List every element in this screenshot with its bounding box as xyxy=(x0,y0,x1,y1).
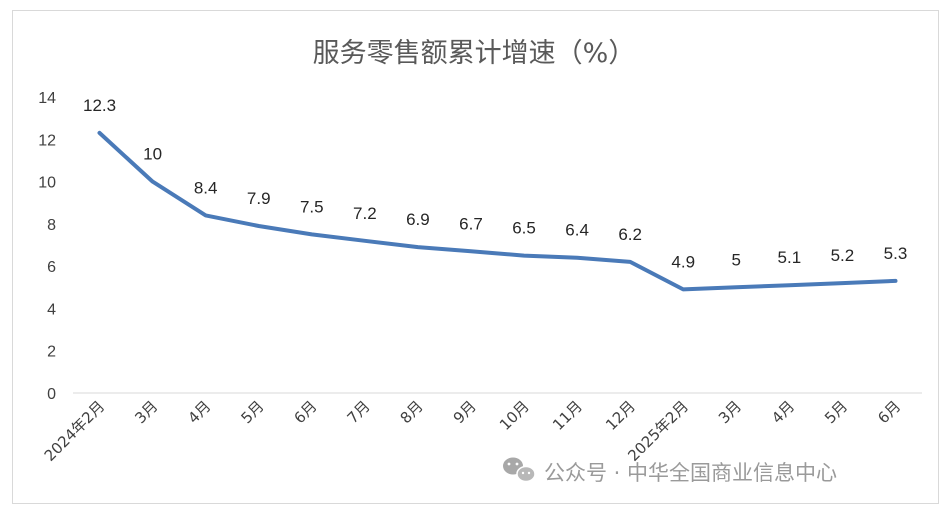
data-label: 6.9 xyxy=(406,210,430,229)
y-tick-label: 8 xyxy=(47,217,56,234)
x-tick-label: 7月 xyxy=(344,397,374,427)
watermark: 公众号 · 中华全国商业信息中心 xyxy=(503,457,837,485)
data-label: 5.1 xyxy=(778,248,802,267)
x-tick-label: 6月 xyxy=(874,397,904,427)
data-label: 6.4 xyxy=(565,221,589,240)
x-tick-label: 4月 xyxy=(768,397,798,427)
data-label: 7.2 xyxy=(353,204,377,223)
data-label: 12.3 xyxy=(83,96,116,115)
wechat-icon xyxy=(503,457,536,483)
x-tick-label: 5月 xyxy=(237,397,267,427)
data-label: 5.2 xyxy=(831,246,855,265)
data-label: 5 xyxy=(732,250,741,269)
y-tick-label: 10 xyxy=(38,175,56,192)
y-tick-label: 0 xyxy=(47,386,56,403)
data-label: 6.2 xyxy=(618,225,642,244)
x-tick-label: 6月 xyxy=(291,397,321,427)
x-tick-label: 2024年2月 xyxy=(41,397,109,465)
watermark-text: 公众号 · 中华全国商业信息中心 xyxy=(544,461,837,485)
chart-frame xyxy=(12,10,939,504)
y-tick-label: 14 xyxy=(38,90,56,107)
data-label: 5.3 xyxy=(884,244,908,263)
y-tick-label: 6 xyxy=(47,259,56,276)
y-axis: 0 2 4 6 8 10 12 14 xyxy=(38,90,56,403)
data-label: 6.5 xyxy=(512,219,536,238)
data-label: 10 xyxy=(143,145,162,164)
x-tick-label: 3月 xyxy=(715,397,745,427)
chart-title: 服务零售额累计增速（%） xyxy=(313,38,636,69)
x-tick-label: 3月 xyxy=(131,397,161,427)
series-line xyxy=(97,130,898,292)
y-tick-label: 2 xyxy=(47,344,56,361)
y-tick-label: 12 xyxy=(38,132,56,149)
x-tick-label: 8月 xyxy=(397,397,427,427)
y-tick-label: 4 xyxy=(47,301,56,318)
x-tick-label: 10月 xyxy=(496,397,533,434)
data-label: 7.9 xyxy=(247,189,271,208)
x-tick-label: 9月 xyxy=(450,397,480,427)
x-tick-label: 12月 xyxy=(602,397,639,434)
data-label: 8.4 xyxy=(194,178,218,197)
x-tick-label: 11月 xyxy=(549,397,586,434)
data-label: 6.7 xyxy=(459,214,483,233)
x-tick-label: 4月 xyxy=(184,397,214,427)
data-label: 4.9 xyxy=(671,252,695,271)
data-label: 7.5 xyxy=(300,197,324,216)
data-labels: 12.3 10 8.4 7.9 7.5 7.2 6.9 6.7 6.5 6.4 6.2 4.9 5 5.1… xyxy=(83,96,907,271)
x-tick-label: 5月 xyxy=(821,397,851,427)
